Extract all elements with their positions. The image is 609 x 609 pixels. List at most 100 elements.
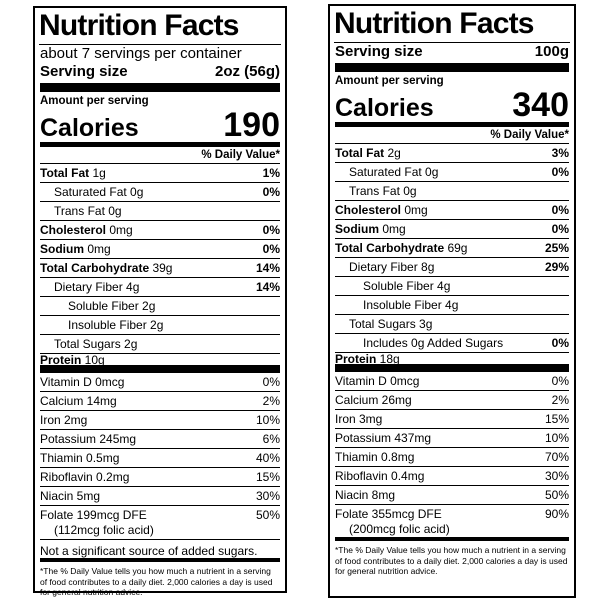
nutrition-label-right: Nutrition Facts Serving size 100g Amount… <box>328 4 576 598</box>
serving-size-row: Serving size 2oz (56g) <box>40 63 280 92</box>
vitamin-dv: 2% <box>262 394 280 408</box>
nutrient-row: Insoluble Fiber 4g <box>335 296 569 315</box>
vitamin-row: Calcium 26mg 2% <box>335 391 569 410</box>
nutrient-dv: 0% <box>551 165 569 179</box>
nutrient-dv: 29% <box>544 260 569 274</box>
vitamin-name: Thiamin 0.5mg <box>40 451 120 465</box>
nutrient-name: Total Sugars 2g <box>54 337 138 351</box>
vitamin-name: Calcium 26mg <box>335 393 412 407</box>
folate-sub: (200mcg folic acid) <box>349 522 450 536</box>
nutrient-row: Cholesterol 0mg 0% <box>335 201 569 220</box>
vitamin-dv: 0% <box>551 374 569 388</box>
nutrient-amount: 0mg <box>401 203 428 217</box>
nutrient-name: Insoluble Fiber 4g <box>363 298 459 312</box>
vitamin-name: Calcium 14mg <box>40 394 117 408</box>
nutrient-name-bold: Total Carbohydrate <box>40 261 150 275</box>
nutrient-name-bold: Cholesterol <box>335 203 402 217</box>
nutrient-row: Total Fat 2g 3% <box>335 144 569 163</box>
servings-per-container: about 7 servings per container <box>40 45 242 62</box>
nutrient-dv: 25% <box>544 241 569 255</box>
nutrient-row: Cholesterol 0mg 0% <box>40 221 280 240</box>
nutrient-name-bold: Protein <box>40 352 82 367</box>
nutrient-row: Sodium 0mg 0% <box>40 240 280 259</box>
serving-size-value: 100g <box>534 43 569 60</box>
nutrient-name: Saturated Fat 0g <box>54 185 144 199</box>
nutrient-dv: 14% <box>255 280 280 294</box>
nutrient-row: Includes 0g Added Sugars 0% <box>335 334 569 353</box>
nutrient-dv: 0% <box>262 242 280 256</box>
folate-row: Folate 199mcg DFE (112mcg folic acid) 50… <box>40 506 280 540</box>
amount-per-serving: Amount per serving <box>335 75 444 87</box>
nutrient-row: Total Sugars 2g <box>40 335 280 354</box>
serving-size-label: Serving size <box>335 43 423 60</box>
nutrient-row: Dietary Fiber 8g 29% <box>335 258 569 277</box>
amount-per-serving: Amount per serving <box>40 95 149 107</box>
vitamin-row: Iron 2mg 10% <box>40 411 280 430</box>
nutrient-dv: 14% <box>255 261 280 275</box>
vitamin-name: Iron 3mg <box>335 412 383 426</box>
vitamin-dv: 30% <box>255 489 280 503</box>
nutrient-amount: 10g <box>81 352 105 367</box>
nutrient-row: Soluble Fiber 2g <box>40 297 280 316</box>
vitamin-name: Iron 2mg <box>40 413 88 427</box>
vitamin-name: Vitamin D 0mcg <box>335 374 420 388</box>
vitamin-row: Riboflavin 0.4mg 30% <box>335 467 569 486</box>
nutrient-name: Soluble Fiber 2g <box>68 299 156 313</box>
nutrient-name: Soluble Fiber 4g <box>363 279 451 293</box>
vitamin-dv: 2% <box>551 393 569 407</box>
vitamin-dv: 15% <box>255 470 280 484</box>
nutrient-row: Protein 18g <box>335 351 569 372</box>
vitamin-name: Potassium 437mg <box>335 431 432 445</box>
nutrient-dv: 1% <box>262 166 280 180</box>
nutrient-row: Trans Fat 0g <box>40 202 280 221</box>
vitamin-dv: 70% <box>544 450 569 464</box>
vitamin-row: Calcium 14mg 2% <box>40 392 280 411</box>
nutrient-name-bold: Protein <box>335 351 377 366</box>
folate-row: Folate 355mcg DFE (200mcg folic acid) 90… <box>335 505 569 541</box>
nutrient-name: Insoluble Fiber 2g <box>68 318 164 332</box>
nutrient-name: Total Sugars 3g <box>349 317 433 331</box>
nutrient-name-bold: Total Fat <box>335 146 385 160</box>
nutrient-row: Saturated Fat 0g 0% <box>335 163 569 182</box>
vitamin-row: Thiamin 0.8mg 70% <box>335 448 569 467</box>
vitamin-row: Iron 3mg 15% <box>335 410 569 429</box>
folate-dv: 90% <box>544 507 569 521</box>
vitamin-name: Riboflavin 0.4mg <box>335 469 425 483</box>
nutrient-name: Trans Fat 0g <box>349 184 417 198</box>
calories-label: Calories <box>335 94 434 122</box>
nutrient-row: Dietary Fiber 4g 14% <box>40 278 280 297</box>
label-title: Nutrition Facts <box>39 8 281 45</box>
vitamin-dv: 40% <box>255 451 280 465</box>
footnote: *The % Daily Value tells you how much a … <box>335 545 568 576</box>
nutrient-dv: 0% <box>551 336 569 350</box>
calories-label: Calories <box>40 114 139 142</box>
nutrient-dv: 0% <box>262 223 280 237</box>
serving-size-row: Serving size 100g <box>335 43 569 72</box>
nutrient-row: Soluble Fiber 4g <box>335 277 569 296</box>
nutrient-row: Total Carbohydrate 39g 14% <box>40 259 280 278</box>
nutrient-amount: 39g <box>149 261 173 275</box>
vitamin-dv: 50% <box>544 488 569 502</box>
nutrient-name: Dietary Fiber 4g <box>54 280 140 294</box>
nutrient-dv: 3% <box>551 146 569 160</box>
calories-value: 340 <box>512 86 569 124</box>
nutrient-dv: 0% <box>551 203 569 217</box>
vitamin-dv: 15% <box>544 412 569 426</box>
nutrient-amount: 0mg <box>379 222 406 236</box>
folate-sub: (112mcg folic acid) <box>54 523 154 537</box>
vitamin-name: Thiamin 0.8mg <box>335 450 415 464</box>
vitamin-row: Niacin 8mg 50% <box>335 486 569 505</box>
vitamin-name: Potassium 245mg <box>40 432 137 446</box>
nutrient-amount: 2g <box>384 146 401 160</box>
nutrient-row: Total Sugars 3g <box>335 315 569 334</box>
vitamin-dv: 10% <box>255 413 280 427</box>
nutrient-name: Includes 0g Added Sugars <box>363 336 504 350</box>
nutrient-row: Protein 10g <box>40 352 280 373</box>
nutrient-name-bold: Total Fat <box>40 166 90 180</box>
nutrient-row: Total Fat 1g 1% <box>40 164 280 183</box>
nutrient-amount: 0mg <box>84 242 111 256</box>
folate-name: Folate 199mcg DFE <box>40 508 147 522</box>
nutrient-name: Dietary Fiber 8g <box>349 260 435 274</box>
calories-value: 190 <box>223 106 280 144</box>
label-title: Nutrition Facts <box>334 6 570 43</box>
